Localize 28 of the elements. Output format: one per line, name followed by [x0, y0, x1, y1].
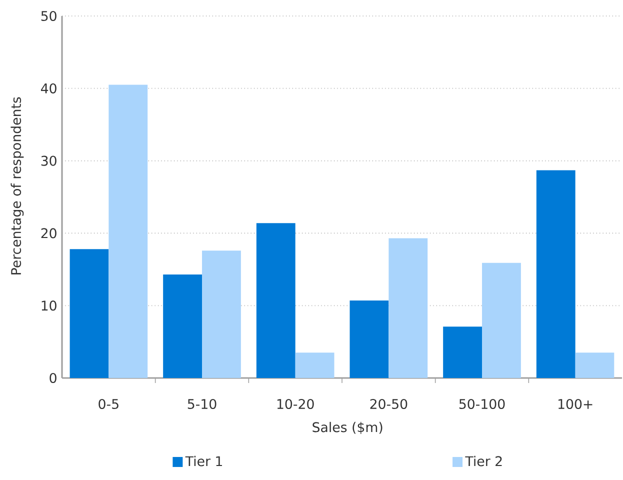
bar [350, 300, 389, 378]
y-tick-label: 30 [41, 156, 56, 166]
legend-label: Tier 1 [185, 456, 222, 466]
x-tick-label: 10-20 [277, 398, 314, 410]
x-tick-label: 50-100 [459, 398, 505, 410]
bar [443, 326, 482, 378]
y-tick-label: 50 [41, 10, 56, 22]
bar [536, 170, 576, 378]
y-tick-label: 10 [42, 300, 56, 311]
bar [295, 352, 334, 378]
y-tick-label: 20 [41, 228, 56, 238]
bar [256, 223, 296, 378]
x-axis-title: Sales ($m) [312, 422, 382, 434]
legend-label: Tier 2 [465, 456, 502, 466]
bar [202, 250, 241, 378]
bar [575, 352, 614, 378]
bar [163, 274, 202, 378]
x-tick-label: 0-5 [98, 398, 118, 410]
x-tick-label: 100+ [558, 398, 592, 410]
bar [70, 249, 109, 378]
x-tick-label: 20-50 [370, 398, 408, 410]
x-tick-label: 5-10 [188, 398, 216, 410]
bar [108, 84, 148, 378]
bar [388, 238, 428, 378]
y-tick-label: 40 [40, 83, 56, 94]
y-axis-title: Percentage of respondents [10, 97, 24, 274]
y-tick-label: 0 [50, 372, 56, 384]
bar [482, 262, 521, 378]
